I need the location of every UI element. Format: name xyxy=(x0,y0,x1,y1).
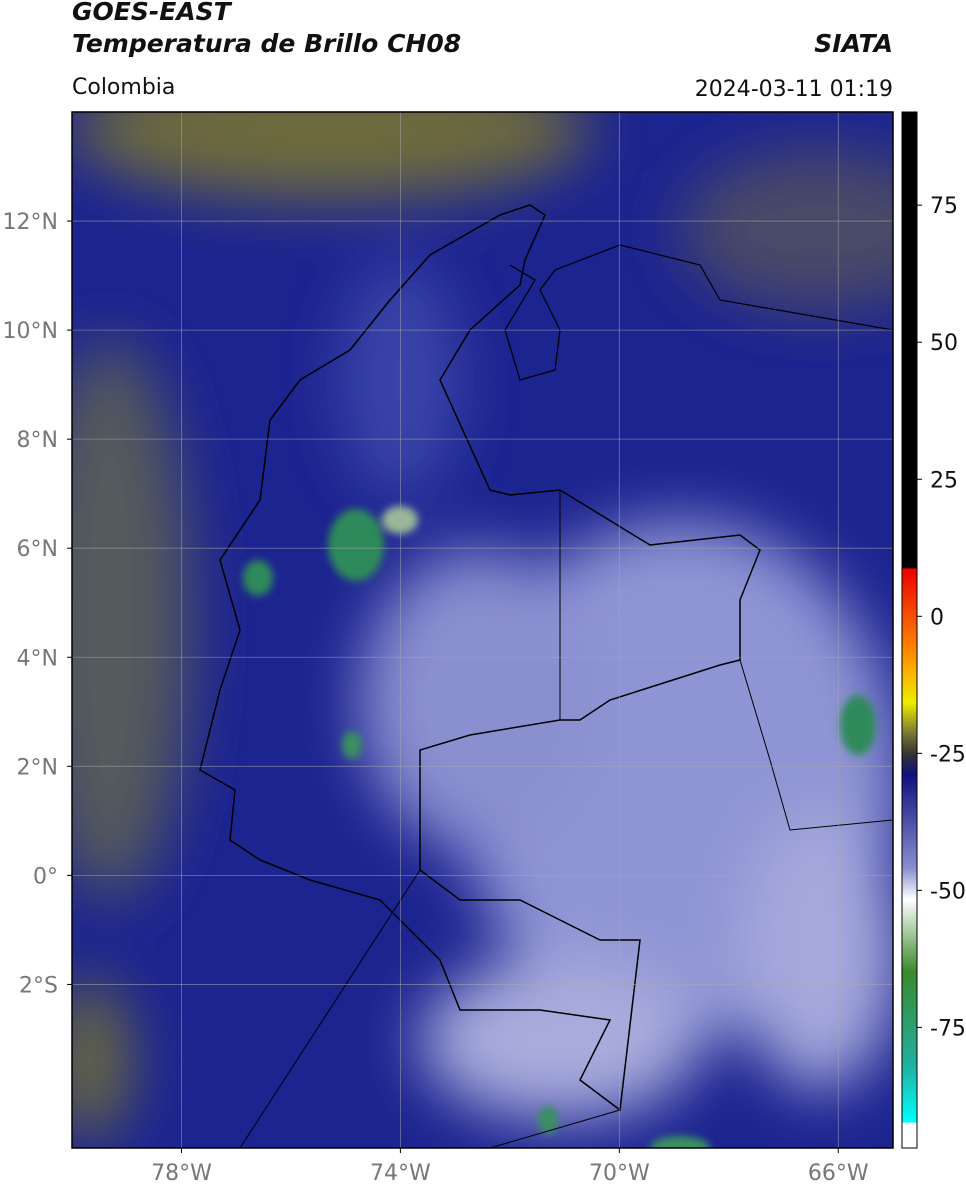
lat-tick-label: 2°S xyxy=(19,973,58,998)
lon-tick-label: 74°W xyxy=(370,1161,431,1186)
map-frame xyxy=(71,111,894,1149)
colorbar-tick-label: -25 xyxy=(930,742,966,767)
country-border xyxy=(199,204,761,1112)
colorbar-tick-label: -75 xyxy=(930,1016,966,1041)
datetime: 2024-03-11 01:19 xyxy=(695,77,893,102)
colorbar-tick-label: 25 xyxy=(930,468,958,493)
lon-tick-label: 66°W xyxy=(808,1161,869,1186)
lat-tick-label: 4°N xyxy=(17,646,58,671)
satellite-image xyxy=(72,112,893,1148)
colorbar-tick-label: 75 xyxy=(930,194,958,219)
lat-tick-label: 0° xyxy=(33,864,58,889)
lat-tick-label: 6°N xyxy=(17,537,58,562)
grid xyxy=(72,112,893,1148)
colorbar xyxy=(901,111,918,1149)
lat-tick-label: 2°N xyxy=(17,755,58,780)
colorbar-tick-label: 50 xyxy=(930,331,958,356)
colorbar-tick-label: -50 xyxy=(930,879,966,904)
lon-tick-label: 70°W xyxy=(589,1161,650,1186)
subtitle: Temperatura de Brillo CH08 xyxy=(72,29,461,58)
lat-tick-label: 8°N xyxy=(17,428,58,453)
border-lines xyxy=(239,490,893,1148)
lon-tick-label: 78°W xyxy=(151,1161,212,1186)
lat-tick-label: 12°N xyxy=(3,210,58,235)
colorbar-tick-label: 0 xyxy=(930,605,944,630)
title: GOES-EAST xyxy=(72,0,233,26)
lat-tick-label: 10°N xyxy=(3,319,58,344)
region: Colombia xyxy=(72,75,175,100)
source: SIATA xyxy=(814,29,893,58)
coastline xyxy=(504,244,893,381)
